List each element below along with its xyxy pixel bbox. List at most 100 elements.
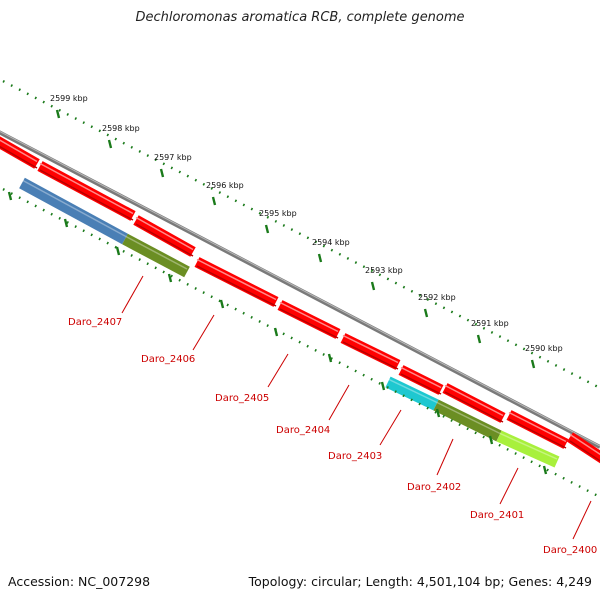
inner-major-tick (167, 273, 173, 283)
kbp-label: 2591 kbp (471, 319, 509, 328)
cog-segment (385, 376, 439, 411)
cog-highlight (21, 179, 126, 237)
outer-major-tick (55, 109, 61, 119)
outer-major-ticks (55, 109, 536, 369)
cog-highlight (435, 401, 500, 434)
cds-highlight (279, 301, 339, 333)
kbp-label: 2594 kbp (312, 238, 350, 247)
cds-shadow (0, 145, 38, 169)
kbp-label: 2598 kbp (102, 124, 140, 133)
inner-major-tick (542, 465, 548, 475)
kbp-labels: 2599 kbp 2598 kbp 2597 kbp 2596 kbp 2595 kbp… (50, 94, 563, 353)
cds-shadow (444, 391, 504, 423)
cds-highlight (196, 258, 277, 301)
cds-shadow (135, 223, 194, 257)
gene-leader-line (192, 314, 215, 351)
cds-shadow (400, 373, 442, 395)
accession-text: Accession: NC_007298 (8, 574, 151, 589)
cog-highlight (498, 432, 558, 460)
kbp-label: 2593 kbp (365, 266, 403, 275)
cog-segment (122, 233, 190, 278)
cds-shadow (196, 265, 277, 307)
inner-major-tick (63, 218, 69, 228)
cds-segment (277, 300, 341, 339)
gene-labels: Daro_2407 Daro_2406 Daro_2405 Daro_2404 Daro… (68, 275, 597, 556)
gene-label: Daro_2406 (141, 354, 195, 365)
inner-major-tick (327, 353, 333, 363)
outer-major-tick (264, 224, 270, 234)
outer-major-tick (107, 139, 113, 149)
outer-major-tick (211, 196, 217, 206)
kbp-label: 2596 kbp (206, 181, 244, 190)
inner-major-tick (273, 327, 279, 337)
cds-shadow (39, 169, 134, 221)
cog-track (19, 177, 560, 468)
outer-major-tick (476, 334, 482, 344)
gene-label: Daro_2407 (68, 317, 122, 328)
cds-shadow (279, 308, 339, 339)
gene-label: Daro_2403 (328, 451, 382, 462)
inner-major-tick (219, 299, 225, 309)
gene-label: Daro_2405 (215, 393, 269, 404)
outer-major-tick (159, 168, 165, 178)
topology-text: Topology: circular; Length: 4,501,104 bp… (248, 574, 592, 589)
cds-segment (340, 333, 401, 370)
cds-segment (133, 215, 196, 257)
outer-major-tick (370, 281, 376, 291)
cds-segment (506, 410, 569, 449)
kbp-label: 2599 kbp (50, 94, 88, 103)
gene-leader-line (267, 353, 289, 388)
kbp-label: 2595 kbp (259, 209, 297, 218)
cds-highlight (444, 384, 504, 417)
gene-label: Daro_2404 (276, 425, 330, 436)
page-title: Dechloromonas aromatica RCB, complete ge… (135, 10, 465, 25)
cds-segment (194, 257, 279, 307)
inner-major-tick (7, 191, 13, 201)
gene-label: Daro_2400 (543, 545, 597, 556)
cds-segment (442, 383, 506, 423)
gene-leader-line (499, 467, 519, 505)
outer-major-tick (530, 359, 536, 369)
cds-highlight (569, 433, 600, 456)
cds-highlight (135, 216, 194, 251)
cds-highlight (342, 334, 399, 364)
cds-highlight (0, 139, 38, 163)
cds-highlight (39, 162, 134, 215)
gene-leader-line (379, 409, 402, 446)
gene-label: Daro_2401 (470, 510, 524, 521)
inner-major-tick (115, 246, 121, 256)
cds-shadow (342, 341, 399, 370)
inner-major-tick (380, 381, 386, 391)
kbp-label: 2597 kbp (154, 153, 192, 162)
gene-leader-line (328, 384, 350, 421)
gene-leader-line (436, 438, 454, 476)
gene-leader-line (121, 275, 144, 314)
cog-segment (496, 430, 560, 468)
outer-major-tick (317, 253, 323, 263)
inner-tick-ring (0, 186, 600, 499)
cds-segment (0, 136, 40, 169)
cog-highlight (124, 235, 188, 270)
cds-track (0, 136, 600, 464)
gene-label: Daro_2402 (407, 482, 461, 493)
cog-highlight (387, 378, 437, 403)
cds-segment (37, 161, 136, 221)
kbp-label: 2592 kbp (418, 293, 456, 302)
kbp-label: 2590 kbp (525, 344, 563, 353)
cog-segment (19, 177, 128, 245)
cds-highlight (400, 366, 442, 389)
inner-major-tick (488, 435, 494, 445)
cds-shadow (569, 440, 600, 462)
gene-leader-line (572, 500, 592, 540)
cds-highlight (508, 411, 567, 443)
cog-segment (433, 399, 502, 442)
cds-shadow (508, 418, 567, 449)
genome-backbone (0, 130, 600, 449)
cds-segment (398, 365, 444, 395)
outer-major-tick (423, 308, 429, 318)
inner-major-ticks (7, 191, 548, 475)
cds-segment (566, 432, 600, 464)
inner-major-tick (435, 408, 441, 418)
